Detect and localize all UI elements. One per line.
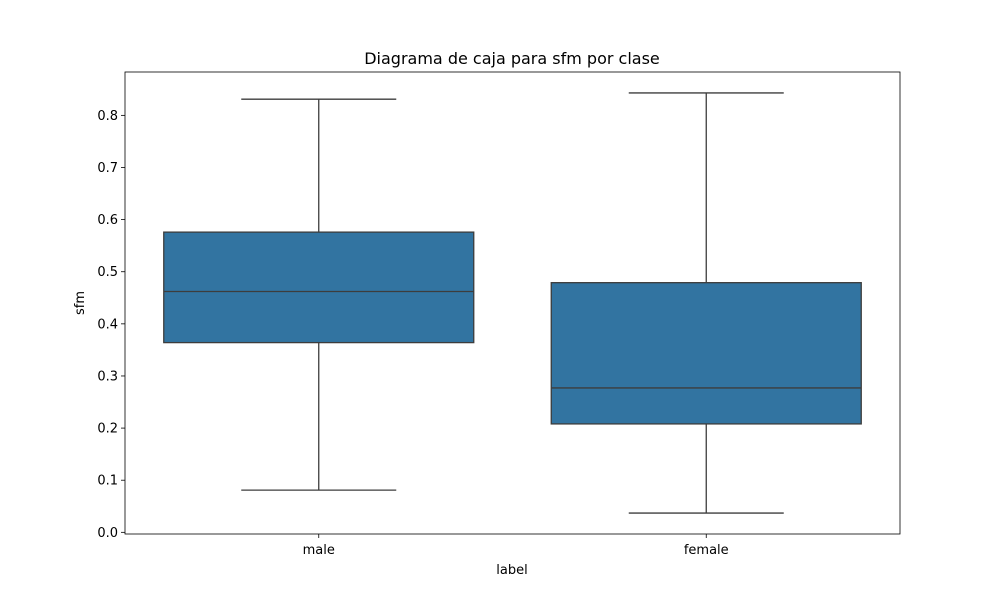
y-tick-label: 0.1 [97,474,118,489]
plot-frame [124,71,901,535]
chart-title: Diagrama de caja para sfm por clase [364,49,660,68]
y-axis-label: sfm [73,291,88,315]
y-tick-label: 0.4 [97,317,118,332]
box-male [163,98,475,491]
plot-area [163,92,862,514]
box-female [550,92,862,514]
iqr-box [550,282,862,425]
y-tick-label: 0.3 [97,369,118,384]
x-axis: male female [303,534,729,558]
y-tick-label: 0.8 [97,109,118,124]
y-tick-label: 0.6 [97,213,118,228]
y-tick-label: 0.2 [97,422,118,437]
y-tick-label: 0.7 [97,161,118,176]
y-axis: 0.0 0.1 0.2 0.3 0.4 0.5 0.6 0.7 0.8 [97,109,125,541]
x-tick-label-female: female [684,543,729,558]
x-axis-label: label [496,563,527,578]
x-tick-label-male: male [303,543,335,558]
iqr-box [163,231,475,344]
y-tick-label: 0.5 [97,265,118,280]
y-tick-label: 0.0 [97,526,118,541]
